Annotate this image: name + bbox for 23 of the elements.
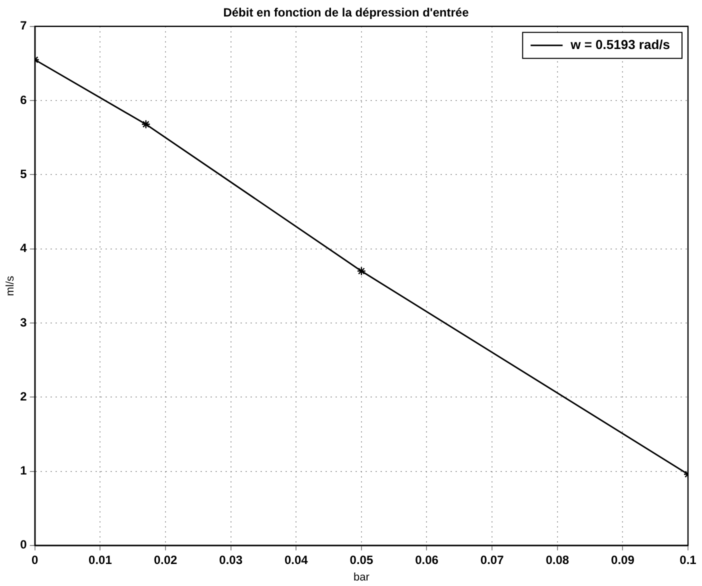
y-tick-label: 0 <box>20 538 28 552</box>
y-tick-label: 4 <box>20 241 28 256</box>
x-tick-label: 0.1 <box>680 552 697 567</box>
legend-label: w = 0.5193 rad/s <box>570 36 670 52</box>
x-tick-label: 0.07 <box>480 552 504 567</box>
x-tick-label: 0.02 <box>154 552 178 567</box>
x-tick-label: 0.05 <box>350 552 374 567</box>
y-tick-label: 7 <box>20 18 28 33</box>
x-tick-label: 0 <box>32 552 39 567</box>
chart-title: Débit en fonction de la dépression d'entrée <box>223 6 470 20</box>
y-axis-title: ml/s <box>4 275 17 296</box>
y-tick-label: 5 <box>20 167 28 181</box>
y-tick-label: 3 <box>20 315 28 330</box>
y-tick-label: 1 <box>20 464 28 478</box>
x-tick-label: 0.08 <box>546 552 570 567</box>
y-tick-label: 2 <box>20 389 28 404</box>
y-tick-label: 6 <box>20 92 28 107</box>
x-tick-label: 0.06 <box>415 552 439 567</box>
x-tick-label: 0.09 <box>611 552 635 567</box>
x-tick-label: 0.01 <box>88 552 112 567</box>
x-axis-title: bar <box>353 571 370 584</box>
x-tick-label: 0.03 <box>219 552 243 567</box>
x-tick-label: 0.04 <box>284 552 308 567</box>
